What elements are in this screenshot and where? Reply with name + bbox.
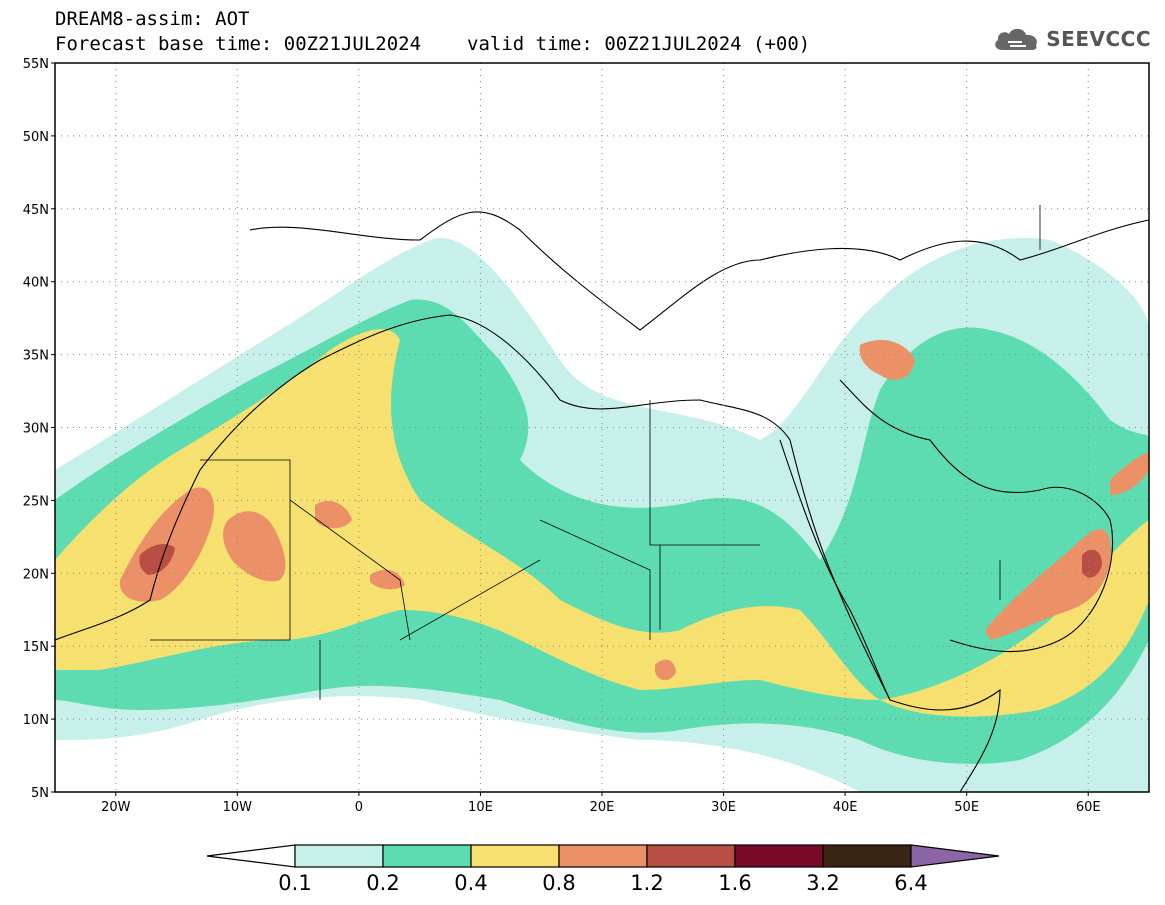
- aot-band-0.8-1.2: [1110, 452, 1149, 495]
- colorbar-swatch: [294, 844, 384, 868]
- colorbar-level-label: 0.2: [366, 871, 399, 895]
- title-line-2: Forecast base time: 00Z21JUL2024 valid ti…: [55, 33, 810, 55]
- lat-tick-label: 25N: [23, 494, 49, 509]
- africa-coast: [55, 314, 1001, 792]
- lon-tick-label: 10E: [468, 800, 493, 815]
- lon-tick-label: 50E: [954, 800, 979, 815]
- lat-tick-label: 45N: [23, 203, 49, 218]
- longitude-labels: 20W 10W 0 10E 20E 30E 40E 50E 60E: [101, 792, 1101, 815]
- lon-tick-label: 30E: [711, 800, 736, 815]
- colorbar-swatch: [470, 844, 560, 868]
- title-line-1: DREAM8-assim: AOT: [55, 8, 249, 30]
- lat-tick-label: 40N: [23, 276, 49, 291]
- colorbar-level-label: 1.6: [718, 871, 751, 895]
- europe-coast: [249, 211, 1149, 331]
- aot-band-0.4-0.8: [55, 329, 1149, 717]
- colorbar-level-label: 6.4: [894, 871, 927, 895]
- lon-tick-label: 20E: [590, 800, 615, 815]
- aot-band-0.8-1.2: [370, 569, 405, 590]
- base-time-text: Forecast base time: 00Z21JUL2024: [55, 33, 422, 55]
- gridlines: [55, 63, 1149, 792]
- colorbar-swatch: [822, 844, 912, 868]
- colorbar: 0.1 0.2 0.4 0.8 1.2 1.6 3.2 6.4: [206, 844, 1000, 895]
- colorbar-swatch: [646, 844, 736, 868]
- aot-band-0.8-1.2: [859, 340, 915, 380]
- logo-text: SEEVCCC: [1046, 27, 1151, 51]
- colorbar-over-triangle: [910, 844, 1000, 868]
- aot-band-0.8-1.2: [655, 659, 676, 681]
- lat-tick-label: 35N: [23, 349, 49, 364]
- title-text: DREAM8-assim: AOT: [55, 8, 250, 30]
- lat-tick-label: 55N: [23, 57, 49, 72]
- lon-tick-label: 40E: [833, 800, 858, 815]
- aot-band-0.8-1.2: [315, 500, 352, 529]
- borders: [150, 205, 1041, 700]
- lat-tick-label: 10N: [23, 713, 49, 728]
- colorbar-under-triangle: [206, 844, 296, 868]
- coastlines: [55, 205, 1149, 792]
- colorbar-swatch: [558, 844, 648, 868]
- lon-tick-label: 20W: [101, 800, 131, 815]
- colorbar-level-label: 0.1: [278, 871, 311, 895]
- lon-tick-label: 10W: [223, 800, 253, 815]
- red-sea: [779, 439, 891, 701]
- colorbar-level-label: 3.2: [806, 871, 839, 895]
- lat-tick-label: 20N: [23, 567, 49, 582]
- seevccc-logo: SEEVCCC: [992, 22, 1151, 56]
- colorbar-level-label: 0.4: [454, 871, 487, 895]
- lat-tick-label: 15N: [23, 640, 49, 655]
- colorbar-level-label: 0.8: [542, 871, 575, 895]
- cloud-icon: [995, 28, 1038, 50]
- lat-tick-label: 30N: [23, 422, 49, 437]
- aot-band-0.8-1.2: [985, 529, 1111, 640]
- aot-band-1.2-1.6: [1082, 549, 1102, 578]
- colorbar-swatch: [382, 844, 472, 868]
- aot-band-1.2-1.6: [139, 544, 175, 575]
- latitude-labels: 55N 50N 45N 40N 35N 30N 25N 20N 15N 10N 5N: [23, 57, 55, 801]
- lon-tick-label: 0: [355, 800, 363, 815]
- colorbar-swatch: [734, 844, 824, 868]
- colorbar-level-label: 1.2: [630, 871, 663, 895]
- lon-tick-label: 60E: [1076, 800, 1101, 815]
- lat-tick-label: 50N: [23, 130, 49, 145]
- aot-band-0.8-1.2: [223, 511, 286, 582]
- lat-tick-label: 5N: [31, 786, 49, 801]
- valid-time-text: valid time: 00Z21JUL2024 (+00): [467, 33, 811, 55]
- arabia-coast: [839, 379, 1114, 653]
